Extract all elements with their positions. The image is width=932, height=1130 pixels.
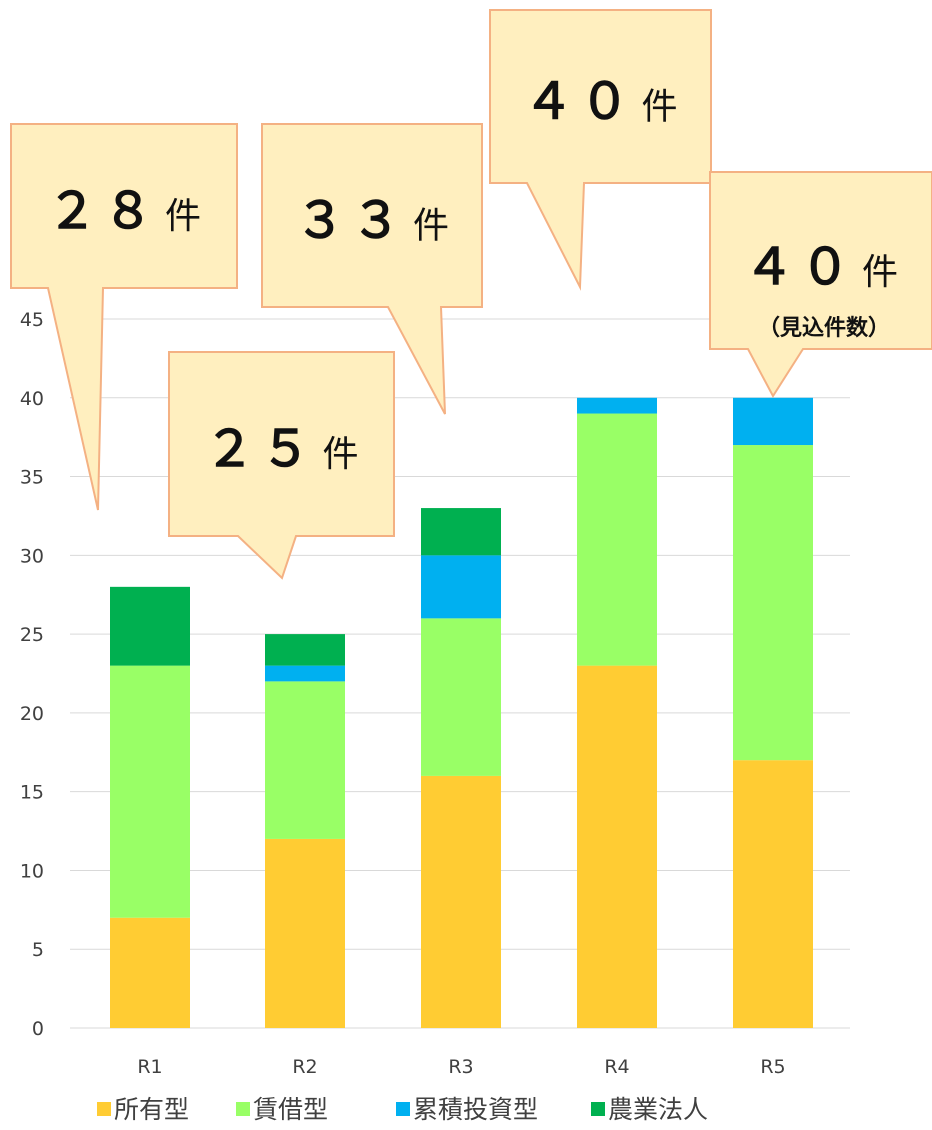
bar-segment (265, 665, 345, 682)
bar-segment (265, 838, 345, 1028)
callout-r4: ４０ 件 (489, 9, 712, 291)
callout-count: ４０ 件 (744, 238, 898, 296)
callout-bubble (489, 9, 712, 291)
callout-note: （見込件数） (758, 315, 890, 341)
bar-segment (577, 665, 657, 1028)
callouts: ２８ 件２５ 件３３ 件４０ 件４０ 件（見込件数） (10, 9, 932, 580)
legend-label: 累積投資型 (413, 1095, 538, 1124)
bar-segment (733, 760, 813, 1028)
callout-number: ４０ (523, 73, 635, 131)
y-tick-label: 45 (20, 309, 44, 331)
x-axis-category-labels: R1 R2 R3 R4 R5 (137, 1056, 785, 1078)
bar-segment (577, 397, 657, 414)
legend-item: 賃借型 (236, 1095, 328, 1124)
callout-r5: ４０ 件 （見込件数） (709, 171, 932, 398)
bar-segment (110, 665, 190, 918)
legend-swatch (236, 1102, 250, 1116)
callout-number: ２８ (47, 182, 159, 240)
legend-item: 農業法人 (591, 1095, 708, 1124)
y-tick-label: 35 (20, 467, 44, 489)
callout-count: ２５ 件 (204, 420, 358, 478)
bar-segment (577, 413, 657, 666)
y-tick-label: 40 (20, 388, 44, 410)
y-tick-label: 5 (32, 939, 44, 961)
callout-number: ４０ (744, 238, 856, 296)
callout-bubble (168, 351, 395, 580)
legend-item: 所有型 (97, 1095, 189, 1124)
callout-count: ３３ 件 (295, 192, 449, 250)
bar-segment (421, 618, 501, 776)
callout-unit: 件 (165, 196, 201, 237)
legend-label: 所有型 (114, 1095, 189, 1124)
legend: 所有型 賃借型 累積投資型 農業法人 (97, 1095, 708, 1124)
x-category-label: R2 (292, 1056, 317, 1078)
bar-segment (733, 445, 813, 761)
bar-segment (265, 681, 345, 839)
y-tick-label: 30 (20, 545, 44, 567)
callout-unit: 件 (322, 434, 358, 475)
callout-bubble (709, 171, 932, 398)
y-tick-label: 20 (20, 703, 44, 725)
callout-count: ２８ 件 (47, 182, 201, 240)
y-axis-tick-labels: 0 5 10 15 20 25 30 35 40 45 (20, 309, 44, 1040)
y-tick-label: 0 (32, 1018, 44, 1040)
legend-label: 農業法人 (608, 1095, 708, 1124)
bar-segment (421, 775, 501, 1028)
bar-segment (421, 508, 501, 556)
bar-segment (110, 586, 190, 666)
callout-r3: ３３ 件 (261, 123, 483, 415)
bar-segment (265, 634, 345, 666)
callout-unit: 件 (862, 252, 898, 293)
legend-swatch (591, 1102, 605, 1116)
callout-number: ３３ (295, 192, 407, 250)
x-category-label: R4 (604, 1056, 629, 1078)
bar-segment (110, 917, 190, 1028)
bars (110, 397, 813, 1028)
callout-unit: 件 (413, 206, 449, 247)
y-tick-label: 15 (20, 782, 44, 804)
x-category-label: R3 (448, 1056, 473, 1078)
x-category-label: R5 (760, 1056, 785, 1078)
callout-count: ４０ 件 (523, 73, 677, 131)
y-tick-label: 25 (20, 624, 44, 646)
legend-label: 賃借型 (253, 1095, 328, 1124)
callout-bubble (10, 123, 238, 511)
legend-item: 累積投資型 (396, 1095, 538, 1124)
callout-bubble (261, 123, 483, 415)
callout-number: ２５ (204, 420, 316, 478)
callout-unit: 件 (641, 87, 677, 128)
bar-segment (733, 397, 813, 446)
legend-swatch (97, 1102, 111, 1116)
callout-r2: ２５ 件 (168, 351, 395, 580)
y-tick-label: 10 (20, 860, 44, 882)
bar-segment (421, 555, 501, 619)
x-category-label: R1 (137, 1056, 162, 1078)
callout-r1: ２８ 件 (10, 123, 238, 511)
legend-swatch (396, 1102, 410, 1116)
